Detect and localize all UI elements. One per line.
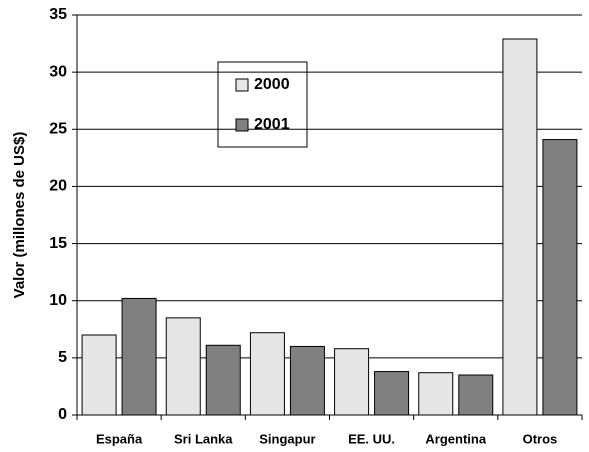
- x-tick-label: Singapur: [259, 431, 315, 446]
- y-tick-label: 0: [58, 406, 67, 423]
- y-tick-label: 15: [49, 235, 67, 252]
- legend-label: 2001: [254, 116, 290, 133]
- bar: [249, 332, 285, 416]
- bar: [418, 372, 454, 416]
- y-axis-label: Valor (millones de US$): [11, 132, 28, 299]
- x-tick-label: EE. UU.: [348, 431, 395, 446]
- bar: [502, 38, 538, 416]
- legend-swatch: [235, 78, 249, 92]
- bar: [334, 348, 370, 416]
- y-tick-label: 10: [49, 292, 67, 309]
- bar: [165, 317, 201, 416]
- y-tick-label: 20: [49, 178, 67, 195]
- bar: [374, 371, 410, 416]
- legend-box: [217, 61, 308, 148]
- x-tick-label: España: [96, 431, 143, 446]
- y-tick-label: 5: [58, 349, 67, 366]
- legend-label: 2000: [254, 76, 290, 93]
- y-tick-label: 25: [49, 121, 67, 138]
- legend-swatch: [235, 118, 249, 132]
- bar: [121, 297, 157, 416]
- bar: [289, 345, 325, 416]
- bar: [205, 344, 241, 416]
- bar: [542, 139, 578, 416]
- x-tick-label: Otros: [523, 431, 558, 446]
- bar: [81, 334, 117, 416]
- x-tick-label: Sri Lanka: [174, 431, 233, 446]
- y-tick-label: 35: [49, 6, 67, 23]
- x-tick-label: Argentina: [425, 431, 486, 446]
- y-tick-label: 30: [49, 63, 67, 80]
- bar: [458, 374, 494, 416]
